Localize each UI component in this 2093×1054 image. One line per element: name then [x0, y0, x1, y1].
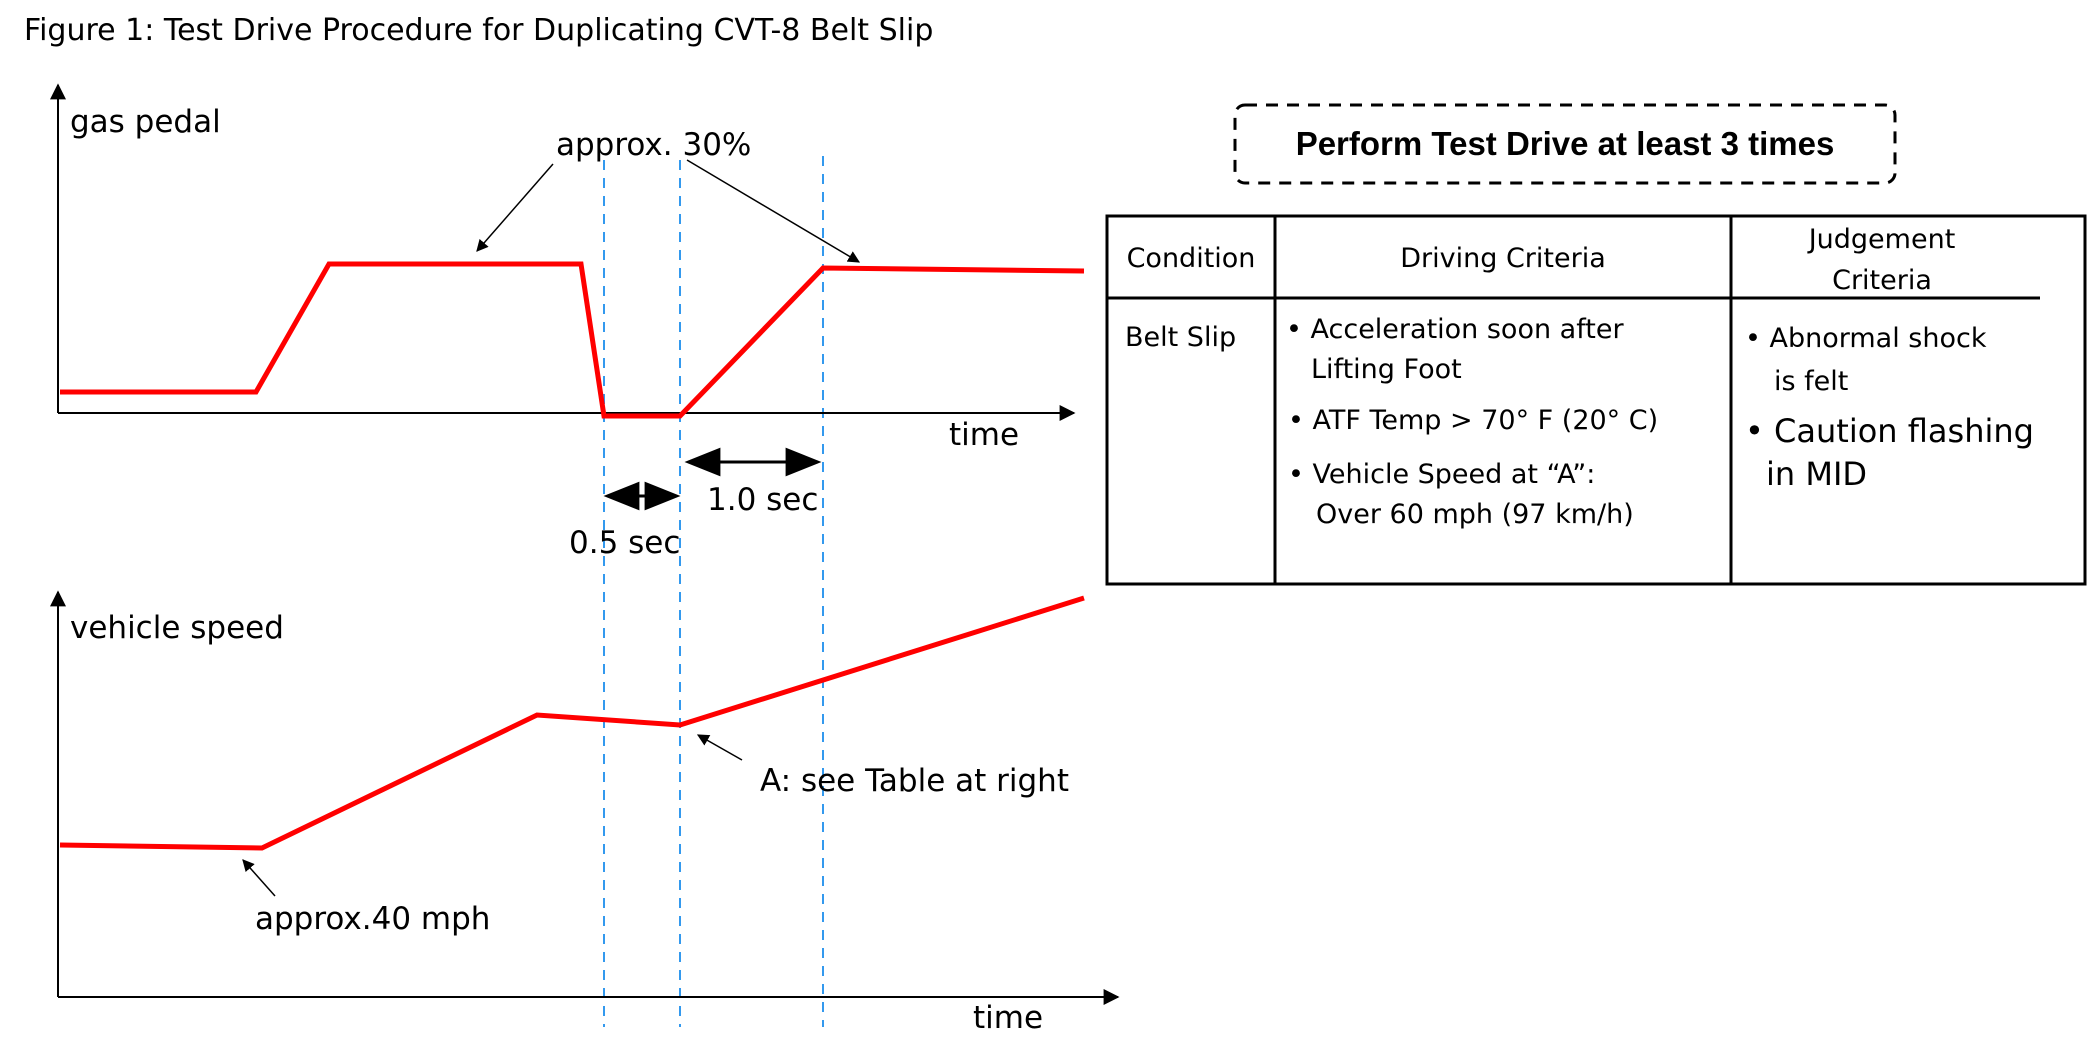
- vehicle-speed-trace: [59, 595, 1085, 851]
- gas-x-label: time: [949, 417, 1019, 453]
- header-judgement-1: Judgement: [1807, 224, 1956, 255]
- arrow-to-resume: [686, 159, 861, 263]
- test-drive-banner: Perform Test Drive at least 3 times: [1233, 103, 1897, 185]
- header-condition: Condition: [1127, 243, 1256, 274]
- approx-40-label: approx.40 mph: [255, 901, 490, 937]
- driving-line: • Acceleration soon after: [1286, 314, 1624, 345]
- arrow-to-start-speed: [242, 859, 276, 897]
- judgement-line: in MID: [1766, 455, 1867, 493]
- banner-text: Perform Test Drive at least 3 times: [1296, 125, 1835, 162]
- driving-line: • ATF Temp > 70° F (20° C): [1288, 405, 1658, 436]
- condition-cell: Belt Slip: [1125, 322, 1236, 353]
- speed-x-label: time: [973, 1000, 1043, 1036]
- figure-title: Figure 1: Test Drive Procedure for Dupli…: [24, 13, 933, 48]
- banner-dashed-box: [1233, 103, 1897, 185]
- arrow-to-plateau: [476, 163, 554, 252]
- interval-long-label: 1.0 sec: [707, 482, 818, 518]
- table-border: [1105, 214, 2087, 586]
- driving-line: • Vehicle Speed at “A”:: [1288, 459, 1595, 490]
- judgement-line: • Caution flashing: [1745, 412, 2034, 450]
- gas-y-label: gas pedal: [70, 104, 221, 140]
- criteria-table: Condition Driving Criteria Judgement Cri…: [1105, 214, 2087, 586]
- speed-y-label: vehicle speed: [70, 610, 284, 646]
- judgement-line: • Abnormal shock: [1745, 323, 1987, 354]
- vehicle-speed-chart: vehicle speed time A: see Table at right…: [50, 590, 1120, 1036]
- interval-short-label: 0.5 sec: [569, 525, 680, 561]
- judgement-line: is felt: [1774, 366, 1848, 397]
- header-judgement-2: Criteria: [1832, 265, 1932, 296]
- approx-30-label: approx. 30%: [556, 127, 751, 163]
- arrow-to-point-a: [696, 734, 743, 761]
- header-driving-criteria: Driving Criteria: [1400, 243, 1606, 274]
- guide-lines: [603, 156, 824, 1027]
- driving-line: Lifting Foot: [1311, 354, 1462, 385]
- gas-pedal-chart: gas pedal time approx. 30% 1.0 sec 0.5 s…: [50, 83, 1085, 561]
- point-a-label: A: see Table at right: [760, 763, 1069, 799]
- gas-pedal-trace: [60, 261, 1085, 419]
- driving-line: Over 60 mph (97 km/h): [1316, 499, 1634, 530]
